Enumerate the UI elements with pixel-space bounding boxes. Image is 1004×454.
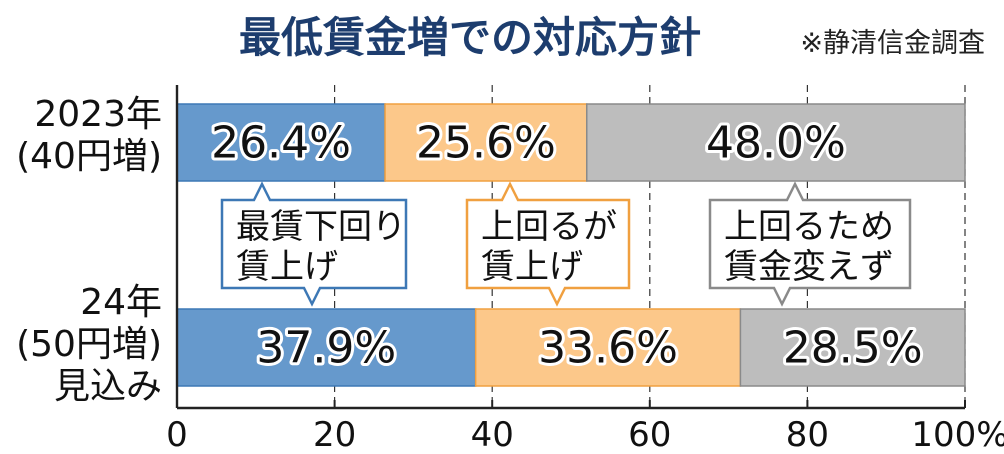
bar-segment xyxy=(586,103,966,182)
bar-value-label: 37.9% xyxy=(256,323,396,374)
legend-callout-box xyxy=(708,181,912,307)
bars: 26.4% 25.6% 48.0% 37.9% 33.6% 28.5% xyxy=(176,103,966,387)
legend-callout-box xyxy=(220,181,408,307)
legend-label: 最賃下回り xyxy=(236,207,406,247)
bar-segment xyxy=(384,103,588,182)
bar-segment xyxy=(739,308,966,387)
category-label: 24年 xyxy=(80,282,162,323)
chart-title: 最低賃金増での対応方針 xyxy=(239,13,701,62)
legend-callout-box xyxy=(465,181,631,307)
bar-value-label: 28.5% xyxy=(783,323,923,374)
bar-segment xyxy=(176,308,477,387)
bar-value-label: 25.6% xyxy=(416,118,556,169)
x-tick-label: 0 xyxy=(166,415,188,454)
bar-value-label: 48.0% xyxy=(706,118,846,169)
source-note: ※静清信金調査 xyxy=(800,28,985,59)
x-tick-label: 40 xyxy=(471,415,514,454)
x-axis: 0 20 40 60 80 100% xyxy=(166,85,1004,454)
bar-value-label: 33.6% xyxy=(538,323,678,374)
category-labels: 2023年(40円増) 24年(50円増)見込み xyxy=(16,94,162,407)
legend-label: 上回るが xyxy=(481,207,617,247)
bar-segment xyxy=(176,103,386,182)
category-label: 見込み xyxy=(54,366,162,407)
legend-label: 上回るため xyxy=(724,207,894,247)
category-label: (40円増) xyxy=(16,136,162,177)
category-label: 2023年 xyxy=(34,94,162,135)
x-tick-label: 20 xyxy=(313,415,356,454)
x-tick-label: 100% xyxy=(911,415,1004,454)
category-label: (50円増) xyxy=(16,324,162,365)
bar-value-label: 26.4% xyxy=(211,118,351,169)
bar-segment xyxy=(474,308,742,387)
legend-label: 賃上げ xyxy=(236,247,338,287)
x-tick-label: 60 xyxy=(628,415,671,454)
legend-label: 賃上げ xyxy=(481,247,583,287)
x-tick-label: 80 xyxy=(786,415,829,454)
legend-label: 賃金変えず xyxy=(724,247,894,287)
